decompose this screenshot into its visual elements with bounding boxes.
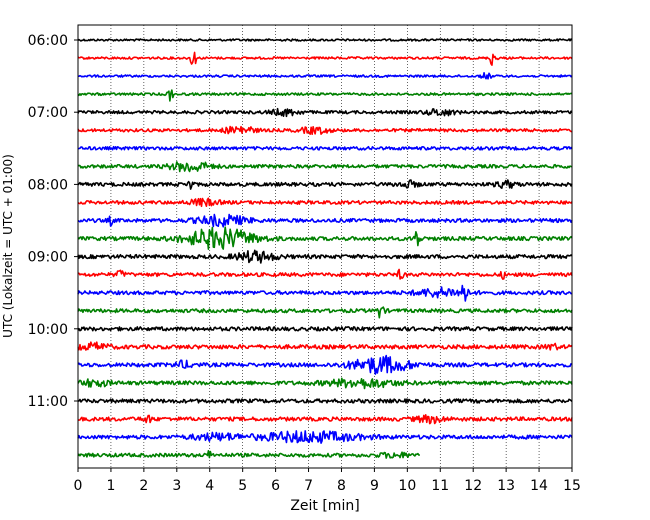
trace-line (77, 450, 421, 459)
x-tick-label: 8 (337, 478, 346, 494)
x-tick-label: 0 (74, 478, 83, 494)
trace-line (77, 354, 573, 375)
trace-line (77, 326, 573, 332)
trace-line (77, 398, 573, 404)
y-axis: 06:00 07:00 08:00 09:00 10:00 11:00 (28, 33, 78, 410)
y-tick-label: 08:00 (28, 177, 68, 193)
seismic-traces (77, 38, 573, 459)
trace-line (77, 226, 573, 250)
x-tick-label: 12 (464, 478, 482, 494)
x-tick-label: 6 (271, 478, 280, 494)
x-tick-label: 9 (370, 478, 379, 494)
trace-line (77, 107, 573, 118)
trace-line (77, 89, 573, 102)
trace-line (77, 161, 573, 173)
trace-line (77, 145, 573, 151)
x-tick-label: 4 (205, 478, 214, 494)
grid-lines (110, 25, 540, 468)
x-tick-label: 13 (497, 478, 515, 494)
x-axis-label: Zeit [min] (290, 498, 359, 514)
y-tick-label: 06:00 (28, 33, 68, 49)
trace-line (77, 51, 573, 66)
trace-line (77, 197, 573, 208)
trace-line (77, 72, 573, 80)
y-tick-label: 10:00 (28, 322, 68, 338)
x-tick-label: 10 (398, 478, 416, 494)
trace-line (77, 306, 573, 319)
y-tick-label: 09:00 (28, 250, 68, 266)
x-tick-label: 5 (238, 478, 247, 494)
x-tick-label: 14 (530, 478, 548, 494)
trace-line (77, 249, 573, 264)
x-tick-label: 3 (172, 478, 181, 494)
trace-line (77, 125, 573, 136)
y-tick-label: 07:00 (28, 105, 68, 121)
x-tick-label: 2 (139, 478, 148, 494)
x-tick-label: 7 (304, 478, 313, 494)
x-tick-label: 11 (431, 478, 449, 494)
trace-line (77, 213, 573, 228)
y-axis-label: UTC (Lokalzeit = UTC + 01:00) (1, 154, 15, 338)
trace-line (77, 430, 573, 444)
trace-line (77, 38, 573, 42)
y-tick-label: 11:00 (28, 394, 68, 410)
trace-line (77, 284, 573, 302)
trace-line (77, 179, 573, 190)
trace-line (77, 268, 573, 280)
x-tick-label: 1 (106, 478, 115, 494)
trace-line (77, 341, 573, 351)
x-axis: 0 1 2 3 4 5 6 7 8 9 10 11 12 13 14 15 (74, 468, 581, 494)
trace-line (77, 414, 573, 425)
x-tick-label: 15 (563, 478, 581, 494)
trace-line (77, 377, 573, 390)
plot-frame (77, 24, 573, 469)
